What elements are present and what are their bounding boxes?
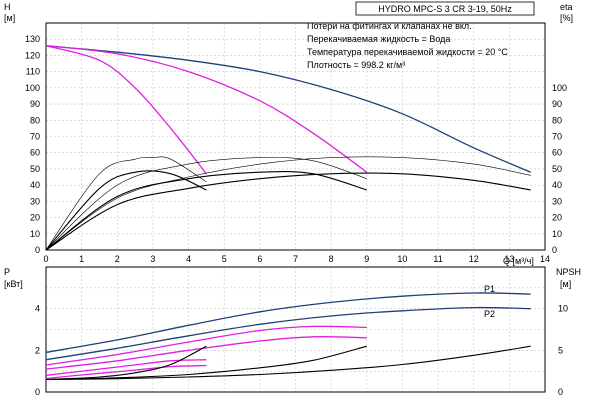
x-tick-label: 9: [364, 254, 369, 264]
lower-grid: [45, 267, 546, 393]
x-axis-label: Q [м³/ч]: [503, 256, 534, 266]
y-left-label-top: H: [4, 2, 11, 12]
y-left-tick-label: 30: [30, 196, 40, 206]
y-right-tick-label: 100: [552, 83, 567, 93]
x-tick-label: 8: [329, 254, 334, 264]
y-left-tick-label: 120: [25, 50, 40, 60]
tick-labels: 0 1 2 3 4 5 6 7 8 9 10 11 12 13 1401020304050607080901…: [25, 34, 568, 397]
y-left-tick-label: 40: [30, 180, 40, 190]
x-tick-label: 5: [222, 254, 227, 264]
upper-curves: [45, 45, 531, 251]
upper-plot-frame: [45, 22, 546, 251]
x-tick-label: 13: [504, 254, 514, 264]
y-right-label-top: eta: [560, 2, 573, 12]
power-npsh-series-1: [45, 306, 531, 361]
x-tick-label: 4: [186, 254, 191, 264]
y-left-unit-bottom: [кВт]: [4, 279, 23, 289]
x-tick-label: 6: [257, 254, 262, 264]
y-left-tick-label: 70: [30, 132, 40, 142]
p-tick-label: 2: [35, 345, 40, 355]
note-losses: Потери на фитингах и клапанах не вкл.: [307, 21, 472, 31]
x-tick-label: 1: [79, 254, 84, 264]
series-label-p2: P2: [484, 309, 495, 319]
head-efficiency-series-4: [45, 171, 367, 251]
head-efficiency-series-8: [45, 156, 207, 251]
x-tick-label: 2: [115, 254, 120, 264]
power-npsh-series-4: [45, 359, 207, 376]
head-efficiency-series-2: [45, 45, 207, 175]
y-left-unit-top: [м]: [4, 13, 15, 23]
power-npsh-series-2: [45, 325, 367, 366]
head-efficiency-series-1: [45, 45, 368, 173]
y-right-label-bottom: NPSH: [556, 267, 581, 277]
y-left-tick-label: 80: [30, 115, 40, 125]
y-left-tick-label: 0: [35, 245, 40, 255]
p-tick-label: 4: [35, 304, 40, 314]
power-npsh-series-5: [45, 364, 207, 380]
y-right-tick-label: 50: [552, 164, 562, 174]
x-tick-label: 10: [397, 254, 407, 264]
head-efficiency-series-5: [45, 170, 207, 251]
axes: [45, 22, 546, 393]
series-label-p1: P1: [484, 284, 495, 294]
npsh-tick-label: 5: [558, 345, 563, 355]
x-tick-label: 14: [540, 254, 550, 264]
y-left-tick-label: 50: [30, 164, 40, 174]
y-right-tick-label: 0: [552, 245, 557, 255]
y-right-unit-top: [%]: [560, 13, 573, 23]
lower-plot-frame: [45, 266, 546, 393]
x-tick-label: 3: [150, 254, 155, 264]
y-right-tick-label: 20: [552, 213, 562, 223]
y-right-tick-label: 10: [552, 229, 562, 239]
note-density: Плотность = 998.2 кг/м³: [307, 60, 405, 70]
lower-curves: [45, 292, 531, 381]
y-left-tick-label: 130: [25, 34, 40, 44]
y-left-tick-label: 100: [25, 83, 40, 93]
power-npsh-series-7: [45, 345, 367, 381]
x-tick-label: 11: [433, 254, 442, 264]
upper-grid: [45, 23, 546, 251]
note-liquid: Перекачиваемая жидкость = Вода: [307, 34, 450, 44]
title-box: [355, 1, 535, 16]
power-npsh-series-3: [45, 336, 367, 370]
head-efficiency-series-3: [45, 172, 531, 251]
y-right-tick-label: 90: [552, 99, 562, 109]
note-temperature: Температура перекачиваемой жидкости = 20…: [307, 47, 508, 57]
head-efficiency-series-0: [45, 45, 531, 173]
y-right-tick-label: 40: [552, 180, 562, 190]
head-efficiency-series-7: [45, 157, 367, 251]
y-left-label-bottom: P: [4, 267, 10, 277]
y-left-tick-label: 110: [26, 67, 40, 77]
head-efficiency-series-6: [45, 156, 531, 251]
x-tick-label: 0: [43, 254, 48, 264]
npsh-tick-label: 0: [558, 387, 563, 397]
y-right-tick-label: 60: [552, 148, 562, 158]
y-left-tick-label: 20: [30, 213, 40, 223]
y-left-tick-label: 60: [30, 148, 40, 158]
power-npsh-series-0: [45, 292, 531, 354]
power-npsh-series-8: [45, 345, 207, 381]
y-right-tick-label: 80: [552, 115, 562, 125]
chart-title: HYDRO MPC-S 3 CR 3-19, 50Hz: [378, 4, 512, 14]
y-right-tick-label: 70: [552, 132, 562, 142]
x-tick-label: 12: [469, 254, 479, 264]
y-left-tick-label: 10: [30, 229, 40, 239]
y-left-tick-label: 90: [30, 99, 40, 109]
x-tick-label: 7: [293, 254, 298, 264]
y-right-tick-label: 30: [552, 196, 562, 206]
y-right-unit-bottom: [м]: [560, 279, 571, 289]
power-npsh-series-6: [45, 345, 531, 381]
p-tick-label: 0: [35, 387, 40, 397]
npsh-tick-label: 10: [558, 304, 568, 314]
